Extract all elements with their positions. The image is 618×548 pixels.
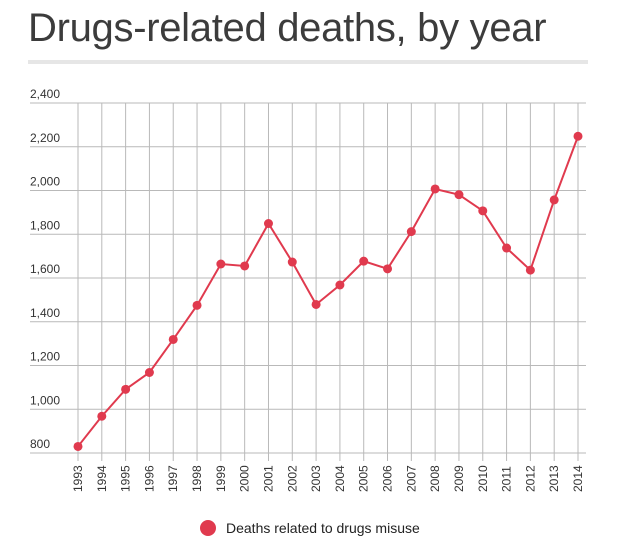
data-point <box>502 243 512 253</box>
x-tick-label: 1997 <box>166 465 180 492</box>
x-tick-label: 2005 <box>357 465 371 492</box>
x-tick-label: 2014 <box>571 465 585 492</box>
data-point <box>144 368 154 377</box>
legend-label: Deaths related to drugs misuse <box>226 520 420 536</box>
x-tick-label: 2001 <box>261 465 275 492</box>
y-tick-label: 1,600 <box>30 262 60 276</box>
data-point <box>311 299 321 309</box>
data-point <box>216 259 226 269</box>
chart-title: Drugs-related deaths, by year <box>28 6 547 50</box>
x-tick-label: 2003 <box>309 465 323 492</box>
title-divider <box>28 60 588 64</box>
data-point <box>525 265 535 275</box>
data-point <box>549 195 559 205</box>
y-tick-label: 2,200 <box>30 131 60 145</box>
x-tick-label: 2006 <box>381 465 395 492</box>
data-point <box>240 261 250 271</box>
data-point <box>287 257 297 267</box>
y-tick-label: 2,000 <box>30 175 60 189</box>
data-point <box>573 131 583 141</box>
x-tick-label: 2013 <box>547 465 561 492</box>
data-point <box>478 206 488 216</box>
x-tick-label: 2011 <box>500 466 514 492</box>
x-tick-label: 2007 <box>404 465 418 492</box>
x-tick-label: 2002 <box>285 465 299 492</box>
data-point <box>168 334 178 344</box>
series-line <box>77 135 579 448</box>
legend-marker <box>200 520 216 536</box>
data-point <box>263 219 273 229</box>
y-tick-label: 1,400 <box>30 306 60 320</box>
data-point <box>430 184 440 194</box>
legend: Deaths related to drugs misuse <box>200 520 420 536</box>
data-point <box>121 384 131 394</box>
y-tick-label: 1,800 <box>30 218 60 232</box>
x-tick-label: 1995 <box>119 465 133 492</box>
data-point <box>73 441 83 451</box>
data-point <box>454 190 464 200</box>
x-tick-label: 1993 <box>71 465 85 492</box>
y-tick-label: 1,000 <box>30 393 60 407</box>
x-tick-label: 2008 <box>428 465 442 492</box>
x-tick-label: 2012 <box>523 465 537 492</box>
data-point <box>192 300 202 310</box>
data-point <box>359 256 369 266</box>
y-tick-label: 1,200 <box>30 350 60 364</box>
x-tick-label: 2000 <box>238 465 252 492</box>
data-point <box>335 280 345 290</box>
x-tick-label: 2009 <box>452 465 466 492</box>
x-tick-label: 1994 <box>95 465 109 492</box>
x-tick-label: 1996 <box>142 465 156 492</box>
x-tick-label: 1998 <box>190 465 204 492</box>
x-tick-label: 2004 <box>333 465 347 492</box>
data-point <box>97 411 107 421</box>
data-point <box>406 227 416 237</box>
y-tick-label: 800 <box>30 437 50 451</box>
y-tick-label: 2,400 <box>30 87 60 101</box>
x-tick-label: 1999 <box>214 465 228 492</box>
data-point <box>383 264 393 274</box>
x-tick-label: 2010 <box>476 465 490 492</box>
